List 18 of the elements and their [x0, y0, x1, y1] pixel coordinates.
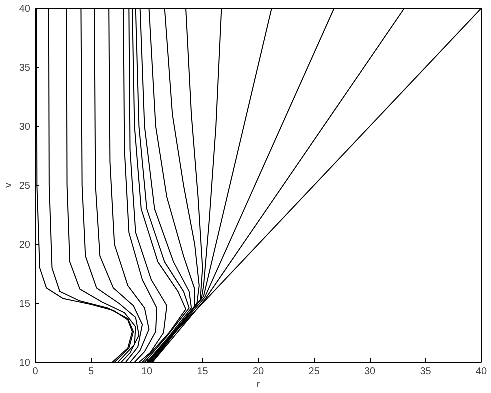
x-tick-label: 5	[88, 366, 94, 378]
x-tick-label: 15	[197, 366, 209, 378]
x-tick-label: 0	[32, 366, 39, 378]
y-tick-label: 40	[19, 4, 31, 15]
x-tick-label: 10	[141, 366, 153, 378]
x-tick-label: 20	[252, 366, 264, 378]
y-tick-label: 15	[19, 299, 31, 310]
x-axis-title: r	[256, 380, 261, 390]
y-axis-title: v	[3, 183, 14, 188]
y-tick-label: 20	[19, 240, 31, 251]
x-tick-label: 35	[420, 366, 432, 378]
y-tick-label: 35	[19, 63, 31, 74]
y-tick-label: 25	[19, 181, 31, 192]
x-tick-label: 40	[476, 366, 488, 378]
x-tick-label: 25	[308, 366, 320, 378]
y-tick-label: 30	[19, 122, 31, 133]
y-tick-label: 10	[19, 358, 31, 369]
x-tick-label: 30	[364, 366, 376, 378]
